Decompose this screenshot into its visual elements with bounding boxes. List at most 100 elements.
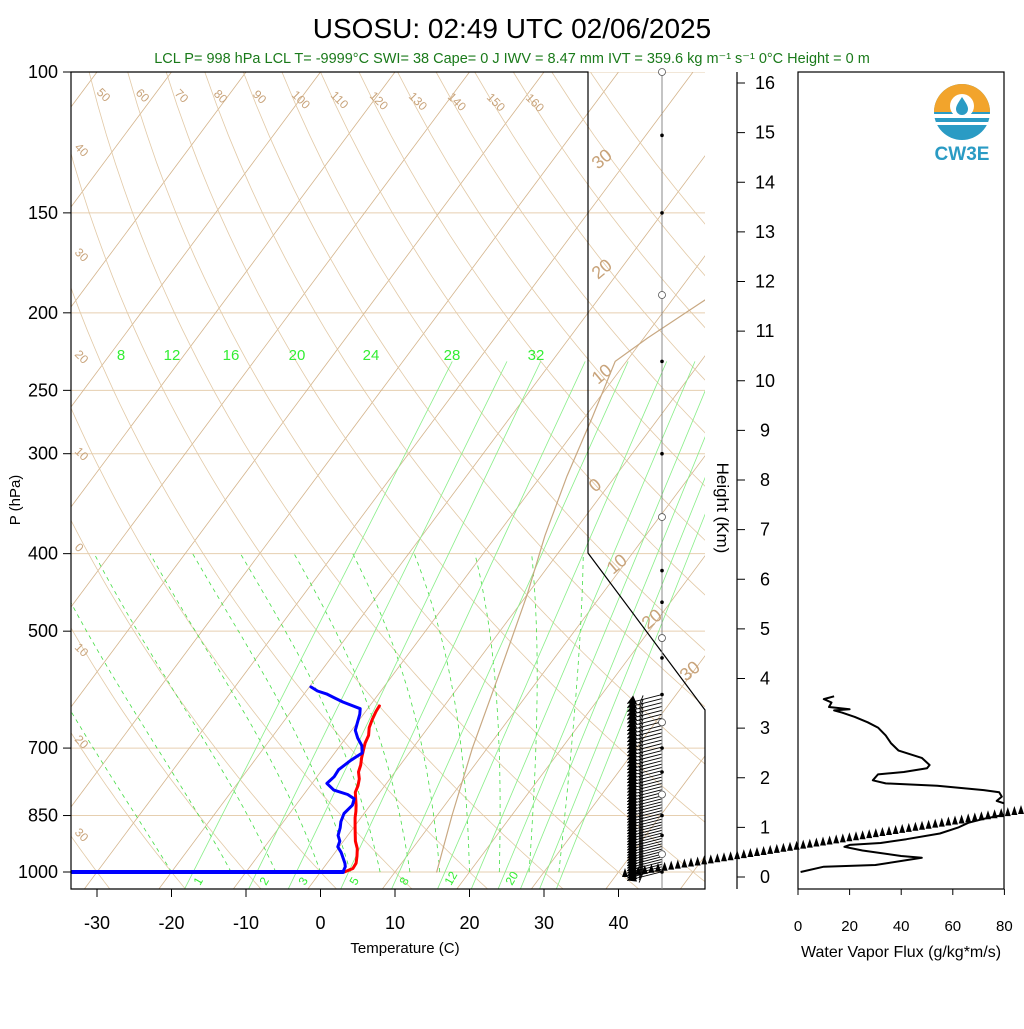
wind-level-dot-icon [660,693,664,697]
height-tick-label: 8 [760,470,770,490]
isotherm-label-left: 20 [72,347,92,367]
height-tick-label: 3 [760,718,770,738]
isotherm-line [606,72,1024,889]
flux-tick-label: 80 [996,918,1013,935]
wind-level-dot-icon [660,134,664,138]
flux-tick-label: 40 [893,918,910,935]
mixing-ratio-label-bottom: 12 [441,869,460,888]
mixing-ratio-label-top: 28 [444,347,461,364]
flux-tick-label: 0 [794,918,802,935]
mixing-ratio-label-top: 20 [289,347,306,364]
wind-level-dot-icon [660,211,664,215]
moist-adiabat-line [475,554,500,872]
height-tick-label: 9 [760,420,770,440]
dry-adiabat-line [398,72,1024,889]
isotherm-label-top: 120 [367,89,391,113]
flux-panel-frame [798,72,1004,889]
surface-wind-pennant-icon [820,837,826,846]
wind-level-dot-icon [660,360,664,364]
wind-level-dot-icon [660,870,664,874]
wind-calm-circle-icon [659,69,666,76]
surface-wind-pennant-icon [860,830,866,839]
x-tick-label: -20 [158,913,184,933]
flux-axis-label: Water Vapor Flux (g/kg*m/s) [801,944,1001,961]
surface-wind-pennant-icon [926,820,932,829]
wind-calm-circle-icon [659,292,666,299]
x-tick-label: 0 [315,913,325,933]
isotherm-line [84,72,693,889]
surface-wind-pennant-icon [1011,806,1017,815]
surface-wind-pennant-icon [794,841,800,850]
isotherm-line [0,72,544,889]
wind-level-dot-icon [660,746,664,750]
height-tick-label: 2 [760,768,770,788]
surface-wind-pennant-icon [945,817,951,826]
isotherm-line [0,72,246,889]
surface-wind-pennant-icon [866,829,872,838]
height-tick-label: 5 [760,619,770,639]
mixing-ratio-label-bottom: 3 [295,874,311,887]
mixing-ratio-label-bottom: 8 [396,874,412,887]
surface-wind-pennant-icon [893,825,899,834]
height-axis-label: Height (Km) [713,463,732,554]
surface-wind-pennant-icon [741,849,747,858]
dry-adiabat-line [359,72,1024,889]
logo-text: CW3E [935,144,990,165]
surface-wind-pennant-icon [668,861,674,870]
flux-tick-label: 60 [944,918,961,935]
height-tick-label: 12 [755,272,775,292]
surface-wind-pennant-icon [952,816,958,825]
wind-level-dot-icon [660,452,664,456]
isotherm-label-top: 130 [406,89,430,113]
height-tick-label: 0 [760,867,770,887]
surface-wind-pennant-icon [708,854,714,863]
sounding-traces [0,111,1010,872]
isotherm-label-top: 100 [289,88,313,112]
surface-wind-pennant-icon [965,813,971,822]
dry-adiabat-line [166,72,790,889]
water-vapor-flux-trace [801,696,1010,872]
surface-wind-pennant-icon [919,821,925,830]
surface-wind-pennant-icon [695,856,701,865]
surface-wind-pennant-icon [761,846,767,855]
height-tick-label: 7 [760,520,770,540]
dry-adiabat-line [590,72,1024,889]
dry-adiabat-line [475,72,1024,889]
water-vapor-flux-line [801,696,1010,872]
height-tick-label: 11 [756,321,775,341]
dry-adiabat-line [0,72,261,889]
surface-wind-pennant-icon [998,808,1004,817]
surface-wind-pennant-icon [734,850,740,859]
y-tick-label: 200 [28,303,58,323]
mixing-ratio-label-top: 12 [164,347,181,364]
surface-wind-pennant-icon [754,847,760,856]
x-tick-label: 10 [385,913,405,933]
wind-calm-circle-icon [659,635,666,642]
dry-adiabat-line [0,72,412,889]
x-axis-label: Temperature (C) [350,940,459,957]
x-tick-label: 40 [608,913,628,933]
y-tick-label: 700 [28,738,58,758]
y-tick-label: 100 [28,62,58,82]
surface-wind-pennant-icon [767,845,773,854]
surface-wind-pennant-icon [780,843,786,852]
background-grid [0,72,1024,889]
moist-adiabat-line [0,554,172,872]
moist-adiabat-line [193,554,351,872]
isotherm-label-top: 60 [133,86,153,106]
dry-adiabat-line [89,72,639,889]
isotherm-label-right: 30 [676,657,704,685]
mixing-ratio-label-top: 32 [528,347,545,364]
surface-wind-pennant-icon [813,838,819,847]
wind-level-dot-icon [660,834,664,838]
surface-wind-pennant-icon [747,848,753,857]
x-tick-label: -10 [233,913,259,933]
surface-wind-pennant-icon [906,823,912,832]
mixing-ratio-label-top: 8 [117,347,125,364]
surface-wind-pennant-icon [807,839,813,848]
surface-wind-pennant-icon [912,822,918,831]
surface-wind-pennant-icon [1005,807,1011,816]
